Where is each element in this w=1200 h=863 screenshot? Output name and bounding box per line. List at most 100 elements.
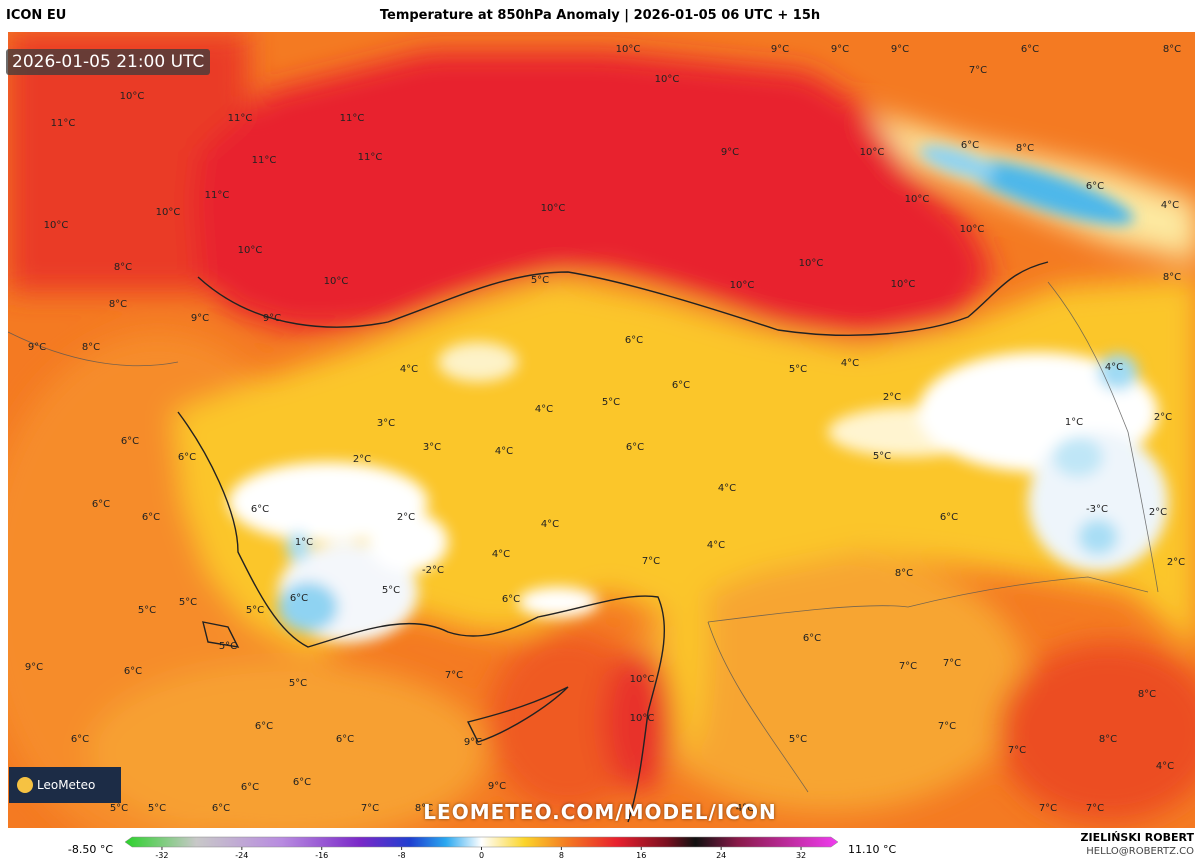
temperature-label: 7°C	[943, 658, 961, 669]
temperature-label: 6°C	[121, 436, 139, 447]
temperature-label: 7°C	[445, 670, 463, 681]
temperature-label: 5°C	[179, 597, 197, 608]
temperature-label: 8°C	[1138, 689, 1156, 700]
temperature-label: 8°C	[1163, 272, 1181, 283]
temperature-label: 6°C	[502, 594, 520, 605]
temperature-label: 7°C	[938, 721, 956, 732]
temperature-label: 1°C	[295, 537, 313, 548]
valid-time: 2026-01-05 21:00 UTC	[6, 49, 211, 75]
logo: LeoMeteo	[9, 767, 121, 803]
watermark: LEOMETEO.COM/MODEL/ICON	[423, 800, 777, 824]
temperature-label: 8°C	[82, 342, 100, 353]
temperature-label: 9°C	[464, 737, 482, 748]
temperature-label: 8°C	[114, 262, 132, 273]
temperature-label: 7°C	[642, 556, 660, 567]
contact: HELLO@ROBERTZ.CO	[1086, 846, 1194, 857]
temperature-label: 2°C	[397, 512, 415, 523]
map: 10°C 9°C 9°C 9°C 6°C 8°C 7°C 10°C 10°C 11°C 11°C 11…	[8, 32, 1195, 828]
temperature-label: 4°C	[841, 358, 859, 369]
temperature-label: 10°C	[655, 74, 680, 85]
temperature-label: 7°C	[1086, 803, 1104, 814]
temperature-label: 7°C	[361, 803, 379, 814]
temperature-label: 11°C	[228, 113, 253, 124]
temperature-label: 5°C	[789, 734, 807, 745]
temperature-label: 7°C	[899, 661, 917, 672]
temperature-label: 10°C	[630, 674, 655, 685]
temperature-label: 4°C	[718, 483, 736, 494]
temperature-label: 4°C	[1156, 761, 1174, 772]
temperature-label: 6°C	[672, 380, 690, 391]
temperature-label: 4°C	[1105, 362, 1123, 373]
temperature-label: 10°C	[799, 258, 824, 269]
temperature-label: 2°C	[1154, 412, 1172, 423]
temperature-label: 10°C	[156, 207, 181, 218]
temperature-label: 6°C	[625, 335, 643, 346]
temperature-label: 4°C	[495, 446, 513, 457]
temperature-label: 6°C	[142, 512, 160, 523]
temperature-label: 6°C	[241, 782, 259, 793]
temperature-label: 6°C	[71, 734, 89, 745]
temperature-label: 9°C	[891, 44, 909, 55]
temperature-label: 11°C	[51, 118, 76, 129]
temperature-label: 6°C	[290, 593, 308, 604]
temperature-label: 4°C	[736, 803, 754, 814]
temperature-label: 10°C	[238, 245, 263, 256]
temperature-label: 10°C	[541, 203, 566, 214]
temperature-label: 5°C	[873, 451, 891, 462]
temperature-label: 10°C	[905, 194, 930, 205]
colorbar: -8.50 °C 11.10 °C -32 -24 -16 -8 0 8 16 24 32	[68, 836, 896, 860]
map-title: Temperature at 850hPa Anomaly | 2026-01-…	[379, 8, 821, 23]
temperature-label: -3°C	[1086, 504, 1108, 515]
temperature-label: 5°C	[531, 275, 549, 286]
temperature-label: 4°C	[400, 364, 418, 375]
temperature-label: 5°C	[382, 585, 400, 596]
model-name: ICON EU	[6, 8, 67, 23]
temperature-label: 9°C	[831, 44, 849, 55]
colorbar-tick-label: 32	[796, 851, 806, 860]
temperature-label: 7°C	[1039, 803, 1057, 814]
borders	[8, 281, 1159, 793]
colorbar-tick-label: -8	[398, 851, 406, 860]
temperature-label: 11°C	[358, 152, 383, 163]
colorbar-tick-label: -16	[315, 851, 328, 860]
temperature-label: 6°C	[178, 452, 196, 463]
temperature-label: 1°C	[1065, 417, 1083, 428]
colorbar-tick-label: -32	[155, 851, 168, 860]
temperature-labels: 10°C 9°C 9°C 9°C 6°C 8°C 7°C 10°C 10°C 11°C 11°C 11…	[25, 44, 1185, 814]
temperature-label: 5°C	[110, 803, 128, 814]
temperature-label: 5°C	[602, 397, 620, 408]
temperature-label: 11°C	[252, 155, 277, 166]
author: ZIELIŃSKI ROBERT	[1080, 831, 1194, 844]
temperature-label: 10°C	[730, 280, 755, 291]
temperature-label: 10°C	[891, 279, 916, 290]
temperature-label: 6°C	[1021, 44, 1039, 55]
temperature-label: 6°C	[961, 140, 979, 151]
temperature-label: 9°C	[25, 662, 43, 673]
temperature-label: 11°C	[205, 190, 230, 201]
temperature-label: 6°C	[92, 499, 110, 510]
temperature-label: 5°C	[219, 641, 237, 652]
temperature-label: 2°C	[883, 392, 901, 403]
temperature-label: 5°C	[148, 803, 166, 814]
temperature-label: 2°C	[1167, 557, 1185, 568]
colorbar-tick-label: 24	[716, 851, 726, 860]
colorbar-gradient	[124, 836, 839, 848]
temperature-label: 8°C	[109, 299, 127, 310]
temperature-label: 9°C	[721, 147, 739, 158]
temperature-label: 10°C	[120, 91, 145, 102]
temperature-label: 5°C	[289, 678, 307, 689]
temperature-label: 2°C	[1149, 507, 1167, 518]
temperature-label: 6°C	[124, 666, 142, 677]
temperature-label: 9°C	[263, 313, 281, 324]
temperature-label: 4°C	[492, 549, 510, 560]
temperature-label: 6°C	[255, 721, 273, 732]
temperature-label: 10°C	[630, 713, 655, 724]
temperature-label: 9°C	[488, 781, 506, 792]
colorbar-tick-label: 0	[479, 851, 484, 860]
temperature-label: 7°C	[1008, 745, 1026, 756]
temperature-label: 8°C	[1099, 734, 1117, 745]
temperature-label: 10°C	[324, 276, 349, 287]
temperature-label: 5°C	[246, 605, 264, 616]
temperature-label: 4°C	[541, 519, 559, 530]
temperature-label: -2°C	[422, 565, 444, 576]
